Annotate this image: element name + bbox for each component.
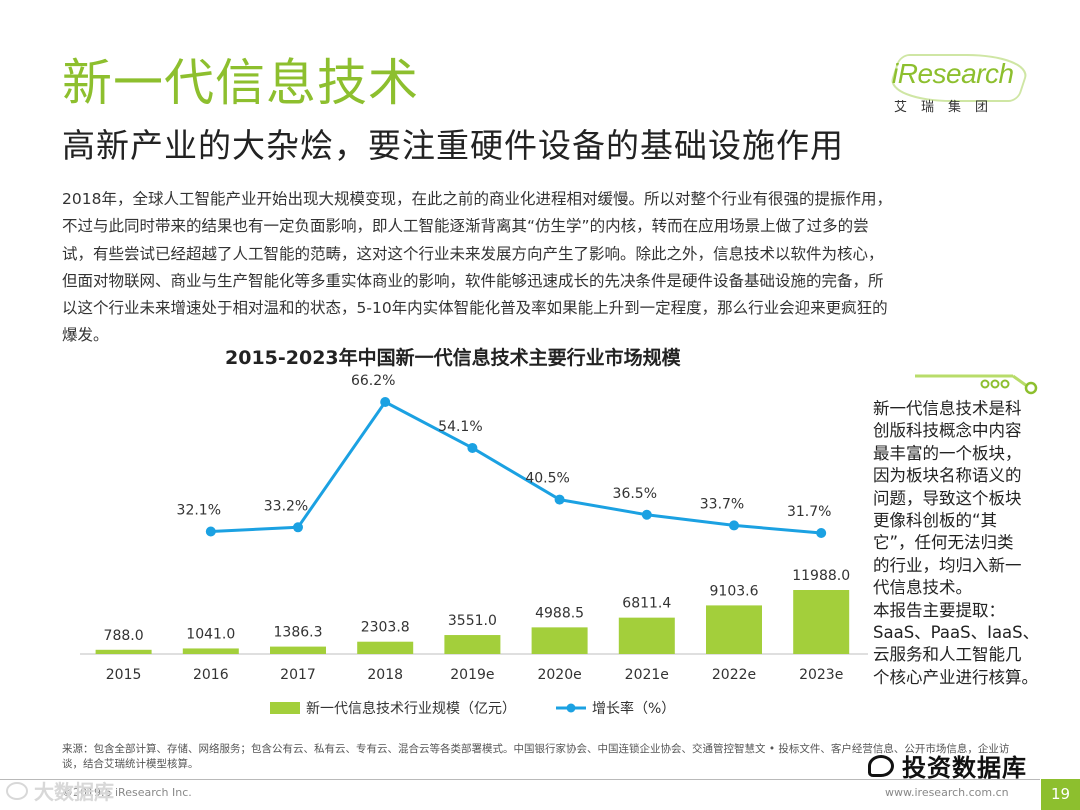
watermark-left: 大数据库 bbox=[6, 776, 114, 805]
bar-label-2020e: 4988.5 bbox=[535, 605, 584, 621]
bar-label-2015: 788.0 bbox=[104, 628, 144, 644]
x-tick-2023e: 2023e bbox=[799, 667, 843, 683]
footer-website[interactable]: www.iresearch.com.cn bbox=[885, 786, 1009, 799]
growth-label-2020e: 40.5% bbox=[525, 471, 569, 487]
chart-title: 2015-2023年中国新一代信息技术主要行业市场规模 bbox=[225, 347, 681, 369]
intro-line: 不过与此同时带来的结果也有一定负面影响，即人工智能逐渐背离其“仿生学”的内核，转… bbox=[62, 217, 869, 236]
side-note-line: 新一代信息技术是科 bbox=[873, 399, 1022, 418]
side-note-line: 代信息技术。 bbox=[873, 578, 972, 598]
growth-label-2016: 32.1% bbox=[177, 502, 221, 518]
bar-2022e bbox=[706, 605, 762, 654]
watermark-right: 投资数据库 bbox=[868, 748, 1027, 783]
page-number: 19 bbox=[1041, 779, 1080, 810]
growth-point-2022e bbox=[729, 520, 739, 531]
growth-point-2017 bbox=[293, 522, 303, 533]
bar-label-2021e: 6811.4 bbox=[622, 596, 671, 612]
watermark-left-icon bbox=[6, 781, 28, 800]
market-size-chart: 788.0 2015 1041.0 2016 1386.3 2017 2303.8 2018 3… bbox=[80, 373, 868, 717]
side-note-line: 最丰富的一个板块， bbox=[873, 443, 1022, 463]
logo-wordmark: iResearch bbox=[892, 58, 1014, 89]
growth-label-2023e: 31.7% bbox=[787, 504, 831, 520]
growth-rate-line bbox=[210, 400, 822, 535]
legend-bar-label: 新一代信息技术行业规模（亿元） bbox=[306, 700, 516, 717]
side-note-line: 本报告主要提取： bbox=[873, 600, 1005, 620]
side-note-line: 个核心产业进行核算。 bbox=[873, 667, 1038, 687]
bar-label-2018: 2303.8 bbox=[361, 620, 410, 636]
x-tick-2021e: 2021e bbox=[625, 667, 669, 683]
bar-label-2022e: 9103.6 bbox=[710, 583, 759, 599]
decorative-circuit-icon bbox=[915, 374, 1038, 395]
side-note-line: SaaS、PaaS、IaaS、 bbox=[873, 623, 1040, 643]
bar-label-2019e: 3551.0 bbox=[448, 613, 497, 629]
growth-point-2018 bbox=[380, 397, 391, 407]
logo-subtitle: 艾瑞集团 bbox=[894, 100, 1003, 115]
legend-line-label: 增长率（%） bbox=[592, 700, 675, 717]
legend-bar-swatch bbox=[270, 702, 300, 714]
legend-line-marker bbox=[566, 703, 576, 713]
bar-2023e bbox=[793, 590, 850, 654]
growth-label-2022e: 33.7% bbox=[700, 496, 744, 512]
bar-label-2023e: 11988.0 bbox=[792, 568, 850, 584]
watermark-right-text: 投资数据库 bbox=[902, 754, 1027, 782]
side-note-line: 的行业，均归入新一 bbox=[873, 555, 1022, 575]
intro-line: 2018年，全球人工智能产业开始出现大规模变现，在此之前的商业化进程相对缓慢。所… bbox=[62, 190, 892, 208]
bar-2021e bbox=[618, 617, 675, 654]
x-tick-2019e: 2019e bbox=[450, 667, 494, 683]
bar-2017 bbox=[270, 646, 326, 654]
bar-2015 bbox=[95, 649, 152, 654]
source-note: 来源：包含全部计算、存储、网络服务；包含公有云、私有云、专有云、混合云等各类部署… bbox=[62, 743, 1010, 770]
wechat-icon bbox=[868, 754, 894, 777]
intro-line: 但面对物联网、商业与生产智能化等多重实体商业的影响，软件能够迅速成长的先决条件是… bbox=[62, 271, 884, 290]
growth-label-2018: 66.2% bbox=[351, 373, 395, 389]
watermark-left-text: 大数据库 bbox=[34, 780, 114, 804]
bar-2018 bbox=[357, 641, 414, 654]
x-tick-2018: 2018 bbox=[367, 667, 403, 683]
intro-line: 以这个行业未来增速处于相对温和的状态，5-10年内实体智能化普及率如果能上升到一… bbox=[62, 299, 888, 318]
footer-divider bbox=[0, 779, 1040, 780]
bar-label-2016: 1041.0 bbox=[186, 626, 235, 642]
x-tick-2017: 2017 bbox=[280, 667, 316, 683]
bar-2016 bbox=[182, 648, 239, 654]
bar-2020e bbox=[531, 627, 588, 654]
intro-line: 爆发。 bbox=[62, 326, 109, 345]
bar-2019e bbox=[444, 635, 501, 654]
x-tick-2016: 2016 bbox=[193, 667, 229, 683]
growth-point-2021e bbox=[641, 509, 652, 520]
footer-copyright: ©2019.6 iResearch Inc. bbox=[62, 786, 192, 799]
growth-point-2023e bbox=[816, 528, 827, 538]
side-note-line: 因为板块名称语义的 bbox=[873, 466, 1022, 486]
side-note-line: 它”，任何无法归类 bbox=[873, 533, 1014, 553]
x-tick-2022e: 2022e bbox=[712, 667, 756, 683]
page-subtitle: 高新产业的大杂烩，要注重硬件设备的基础设施作用 bbox=[62, 126, 844, 165]
page-title: 新一代信息技术 bbox=[62, 54, 419, 112]
growth-label-2017: 33.2% bbox=[264, 498, 308, 514]
side-note-line: 创版科技概念中内容 bbox=[873, 421, 1022, 441]
side-note-line: 云服务和人工智能几 bbox=[873, 645, 1022, 665]
growth-point-2020e bbox=[554, 494, 565, 505]
x-tick-2020e: 2020e bbox=[537, 667, 581, 683]
x-tick-2015: 2015 bbox=[106, 667, 142, 683]
bar-label-2017: 1386.3 bbox=[274, 625, 323, 641]
side-note: 新一代信息技术是科 创版科技概念中内容 最丰富的一个板块， 因为板块名称语义的 … bbox=[873, 398, 1049, 689]
intro-line: 试，有些尝试已经超越了人工智能的范畴，这对这个行业未来发展方向产生了影响。除此之… bbox=[62, 244, 884, 263]
side-note-line: 问题，导致这个板块 bbox=[873, 488, 1022, 508]
growth-point-2019e bbox=[467, 442, 478, 453]
growth-point-2016 bbox=[205, 526, 216, 537]
growth-label-2021e: 36.5% bbox=[613, 486, 657, 502]
side-note-line: 更像科创板的“其 bbox=[873, 511, 998, 531]
growth-label-2019e: 54.1% bbox=[438, 419, 482, 435]
iresearch-logo: iResearch 艾瑞集团 bbox=[884, 54, 1034, 115]
intro-paragraph: 2018年，全球人工智能产业开始出现大规模变现，在此之前的商业化进程相对缓慢。所… bbox=[62, 186, 1034, 350]
